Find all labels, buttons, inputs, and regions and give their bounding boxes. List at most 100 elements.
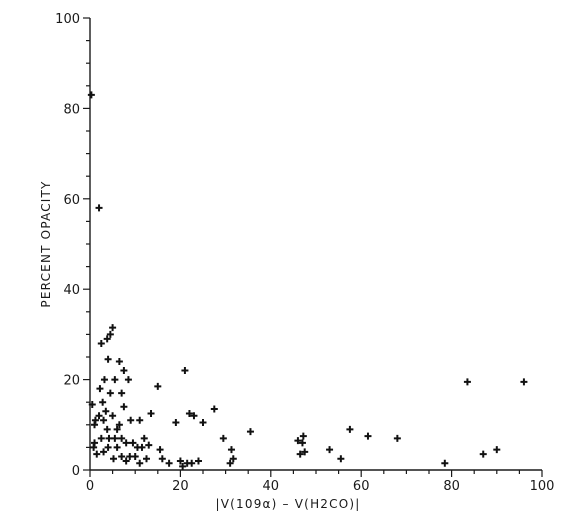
data-point	[91, 416, 99, 424]
data-point	[118, 389, 126, 397]
axes	[89, 18, 542, 471]
data-point	[111, 434, 119, 442]
data-point	[127, 416, 135, 424]
y-tick-label: 20	[63, 374, 80, 389]
data-point	[199, 419, 207, 427]
data-point	[520, 378, 528, 386]
data-point	[172, 419, 180, 427]
data-point	[109, 324, 117, 332]
x-tick-label: 40	[263, 479, 280, 494]
data-point	[100, 376, 108, 384]
data-point	[106, 389, 114, 397]
data-point	[122, 439, 130, 447]
data-point	[136, 416, 144, 424]
data-point	[88, 400, 96, 408]
data-point	[294, 437, 302, 445]
data-point	[103, 335, 111, 343]
data-point	[346, 425, 354, 433]
data-point	[194, 457, 202, 465]
data-point	[100, 416, 108, 424]
data-point	[93, 450, 101, 458]
y-ticks: 0 20 40 60 80 100	[55, 12, 90, 479]
data-point	[176, 457, 184, 465]
data-point	[165, 459, 173, 467]
data-point	[111, 376, 119, 384]
y-tick-label: 60	[63, 193, 80, 208]
data-point	[219, 434, 227, 442]
y-axis-title: PERCENT OPACITY	[39, 180, 53, 307]
data-point	[226, 459, 234, 467]
x-tick-label: 80	[443, 479, 460, 494]
data-point	[115, 358, 123, 366]
data-point	[154, 382, 162, 390]
y-tick-label: 40	[63, 283, 80, 298]
x-tick-label: 60	[353, 479, 370, 494]
data-point	[96, 385, 104, 393]
data-point	[179, 462, 187, 470]
data-point	[140, 434, 148, 442]
data-point	[105, 434, 113, 442]
data-point	[113, 425, 121, 433]
data-point	[122, 457, 130, 465]
data-point	[110, 455, 118, 463]
data-point	[393, 434, 401, 442]
data-point	[118, 452, 126, 460]
data-point	[301, 448, 309, 456]
data-point	[100, 448, 108, 456]
data-point	[463, 378, 471, 386]
data-point	[104, 443, 112, 451]
data-point	[183, 459, 191, 467]
data-point	[113, 443, 121, 451]
x-tick-label: 20	[172, 479, 189, 494]
data-point	[364, 432, 372, 440]
data-point	[124, 376, 132, 384]
data-point	[136, 459, 144, 467]
data-point	[91, 421, 99, 429]
data-point	[115, 421, 123, 429]
data-point	[138, 443, 146, 451]
data-point	[104, 355, 112, 363]
data-point	[147, 410, 155, 417]
data-point	[493, 446, 501, 454]
data-point	[90, 443, 98, 451]
data-point	[102, 407, 110, 415]
data-point	[95, 412, 103, 420]
data-point	[106, 330, 114, 338]
data-point	[97, 339, 105, 347]
data-point	[229, 455, 237, 463]
data-point	[479, 450, 487, 458]
data-point	[120, 403, 128, 411]
data-point	[227, 446, 235, 454]
y-tick-label: 0	[72, 464, 80, 479]
data-point	[181, 367, 189, 375]
data-point	[99, 398, 107, 406]
data-point	[185, 410, 193, 417]
data-point	[97, 434, 105, 442]
data-point	[298, 439, 306, 447]
data-markers	[87, 91, 528, 470]
data-point	[120, 367, 128, 375]
data-point	[299, 432, 307, 440]
y-tick-label: 80	[63, 102, 80, 117]
data-point	[91, 439, 99, 447]
data-point	[103, 425, 111, 433]
data-point	[145, 441, 153, 449]
data-point	[131, 452, 139, 460]
data-point	[95, 204, 103, 212]
data-point	[326, 446, 334, 454]
data-point	[129, 439, 137, 447]
x-tick-label: 0	[86, 479, 94, 494]
data-point	[246, 428, 254, 436]
data-point	[133, 443, 141, 451]
data-point	[210, 405, 218, 413]
data-point	[190, 412, 198, 420]
data-point	[109, 412, 117, 420]
data-point	[296, 450, 304, 458]
y-tick-label: 100	[55, 12, 80, 27]
data-point	[87, 91, 95, 99]
data-point	[126, 452, 134, 460]
data-point	[118, 434, 126, 442]
x-tick-label: 100	[530, 479, 555, 494]
x-axis-title: |V(109α) – V(H2CO)|	[216, 497, 361, 511]
